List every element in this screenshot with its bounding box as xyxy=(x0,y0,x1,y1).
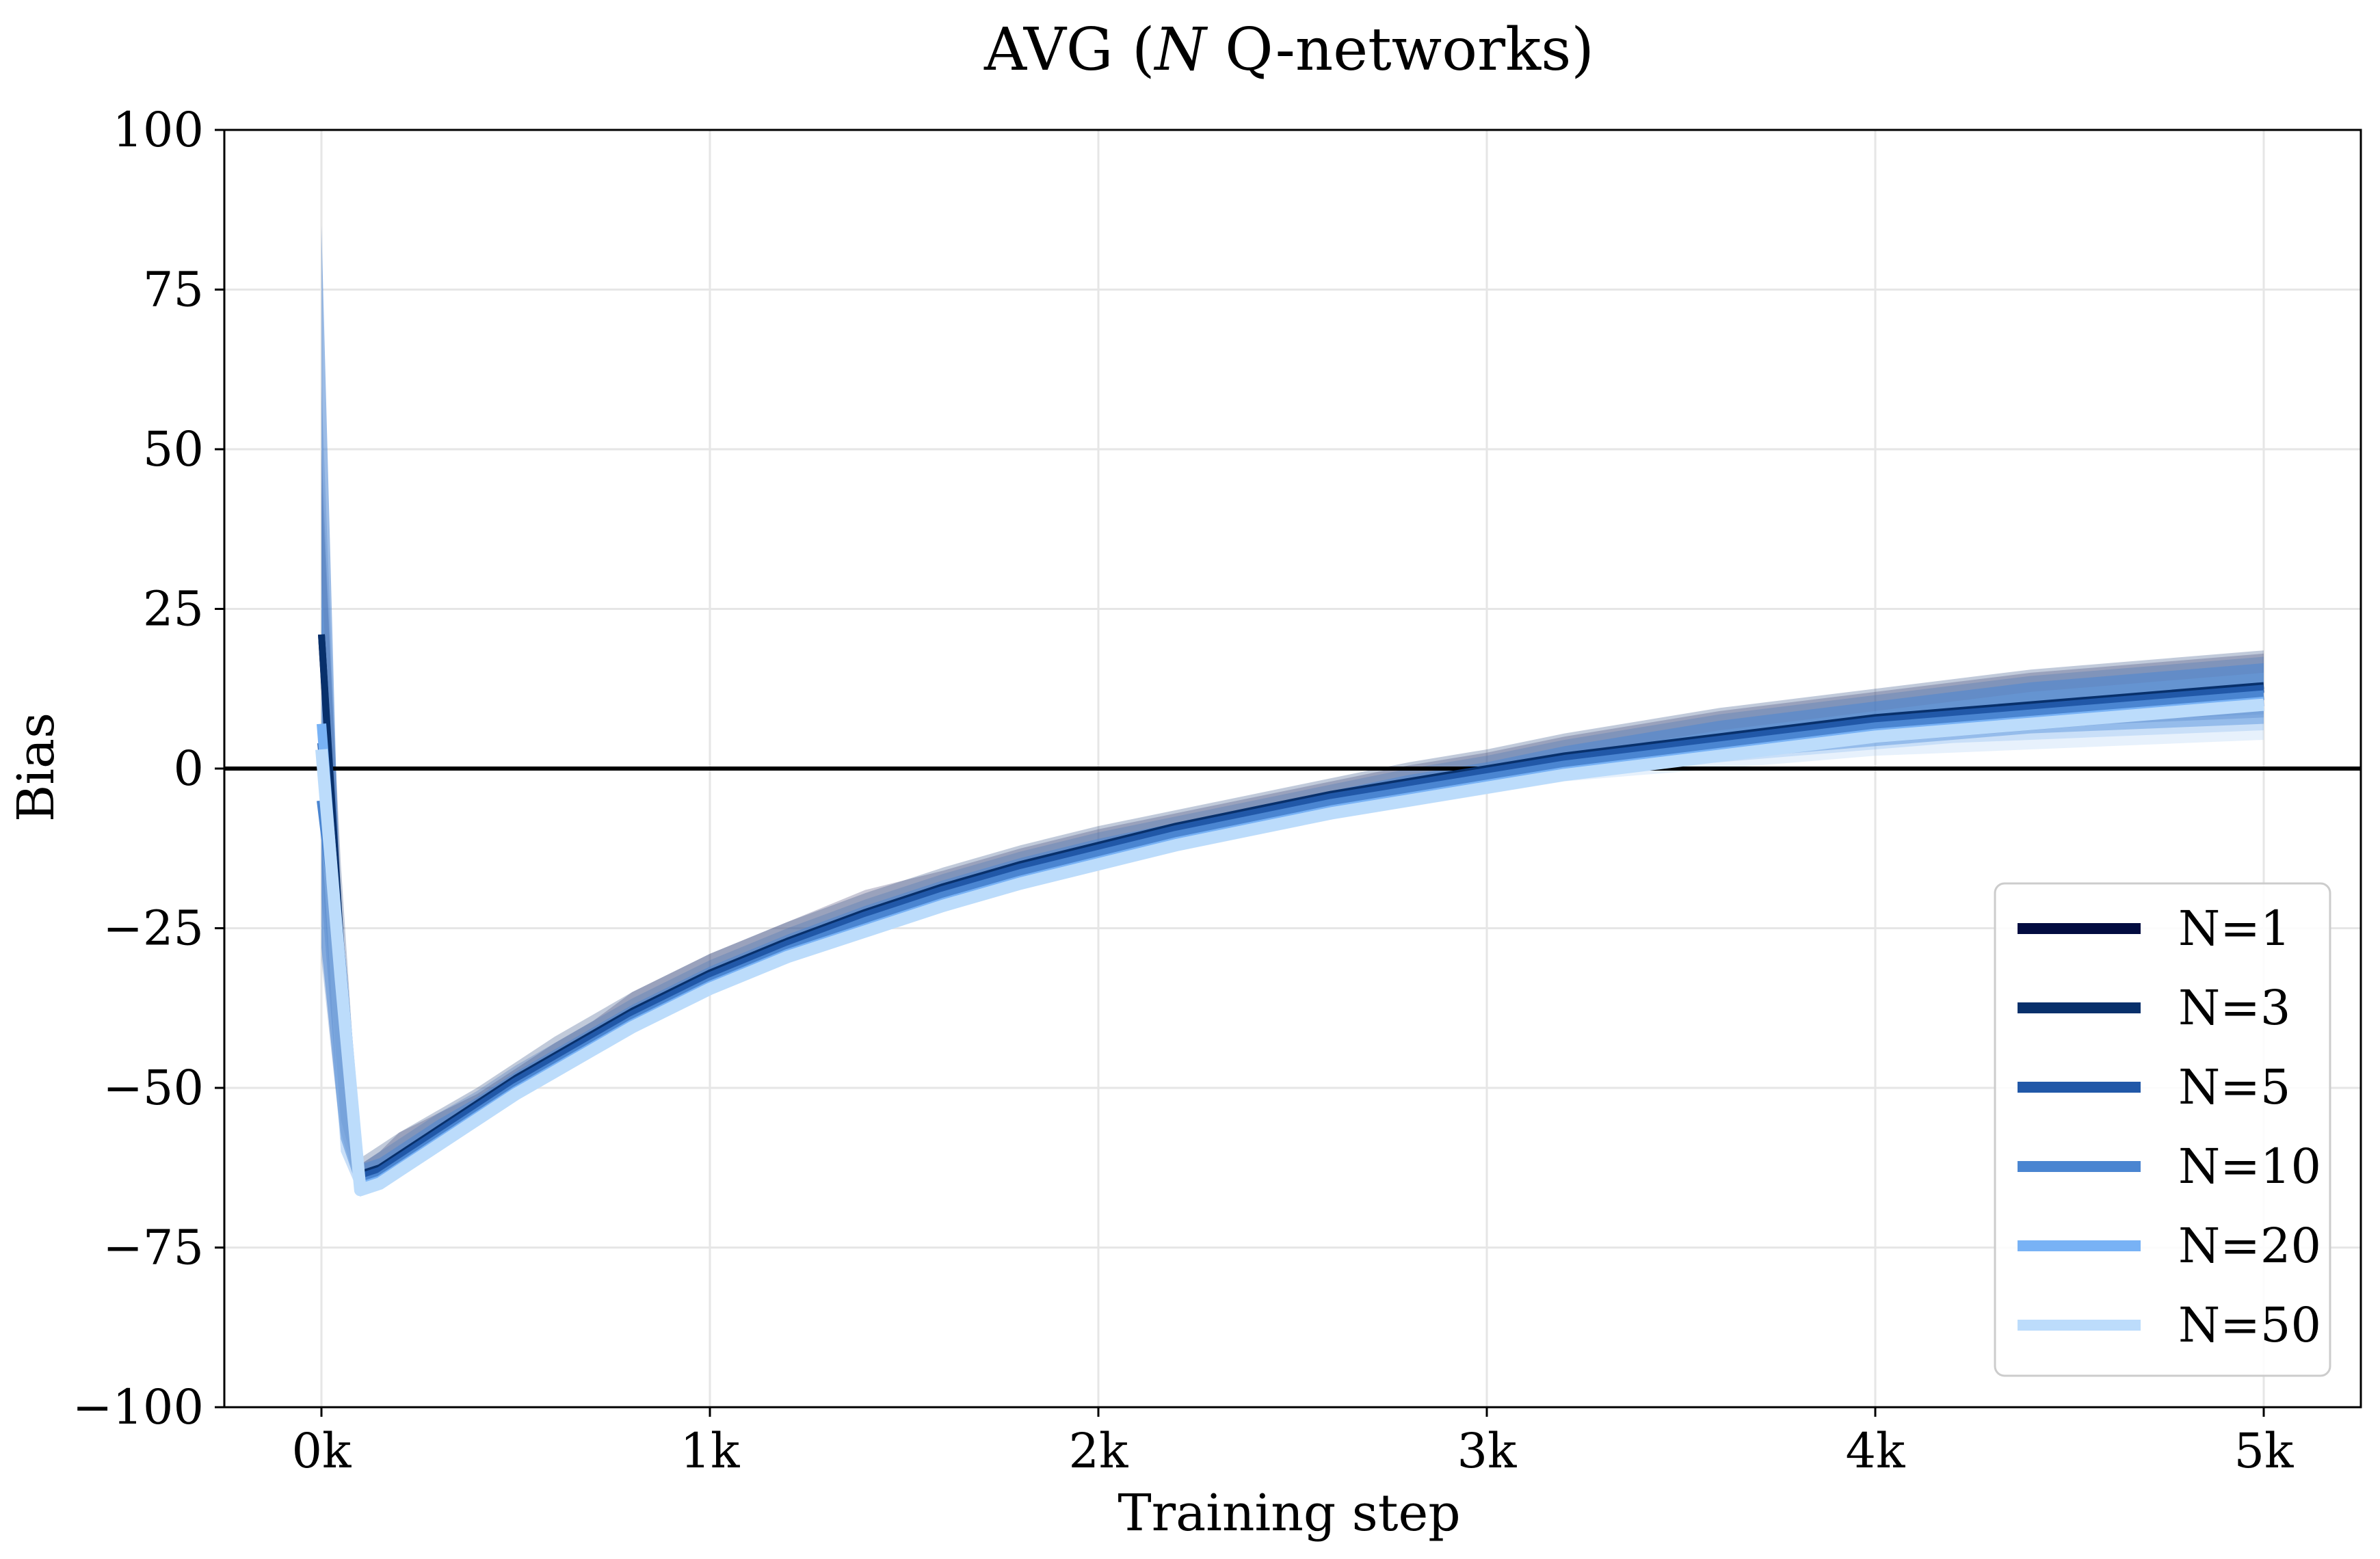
legend-label: N=3 xyxy=(2178,980,2290,1036)
series-lines xyxy=(315,634,2264,1197)
legend-label: N=20 xyxy=(2178,1218,2321,1274)
legend-label: N=50 xyxy=(2178,1297,2321,1353)
x-tick-label: 4k xyxy=(1846,1423,1906,1479)
y-tick-label: −75 xyxy=(103,1220,204,1276)
x-axis-ticks: 0k 1k 2k 3k 4k 5k xyxy=(292,1407,2295,1479)
legend-label: N=5 xyxy=(2178,1059,2290,1115)
y-tick-label: 75 xyxy=(143,262,204,318)
x-tick-label: 3k xyxy=(1457,1423,1518,1479)
y-axis-ticks: −100 −75 −50 −25 0 25 50 75 100 xyxy=(72,102,224,1435)
y-tick-label: −100 xyxy=(72,1379,204,1435)
legend-label: N=10 xyxy=(2178,1138,2321,1195)
x-axis-label: Training step xyxy=(1118,1484,1460,1543)
chart-title: AVG (N Q-networks) xyxy=(983,16,1594,84)
x-tick-label: 1k xyxy=(680,1423,741,1479)
y-axis-label: Bias xyxy=(7,712,66,822)
band-n10 xyxy=(321,226,2264,1197)
y-tick-label: 100 xyxy=(112,102,204,158)
x-tick-label: 0k xyxy=(292,1423,352,1479)
legend-label: N=1 xyxy=(2178,901,2290,957)
legend: N=1 N=3 N=5 N=10 N=20 N=50 xyxy=(1994,882,2331,1377)
y-tick-label: 50 xyxy=(143,421,204,477)
y-tick-label: 0 xyxy=(173,741,204,797)
title-italic-n: N xyxy=(1154,16,1208,84)
series-line-n50 xyxy=(315,698,2264,1197)
y-tick-label: 25 xyxy=(143,581,204,637)
series-line-n5 xyxy=(317,684,2264,1182)
x-tick-label: 2k xyxy=(1069,1423,1129,1479)
x-tick-label: 5k xyxy=(2234,1423,2295,1479)
y-tick-label: −25 xyxy=(103,901,204,957)
y-tick-label: −50 xyxy=(103,1060,204,1116)
